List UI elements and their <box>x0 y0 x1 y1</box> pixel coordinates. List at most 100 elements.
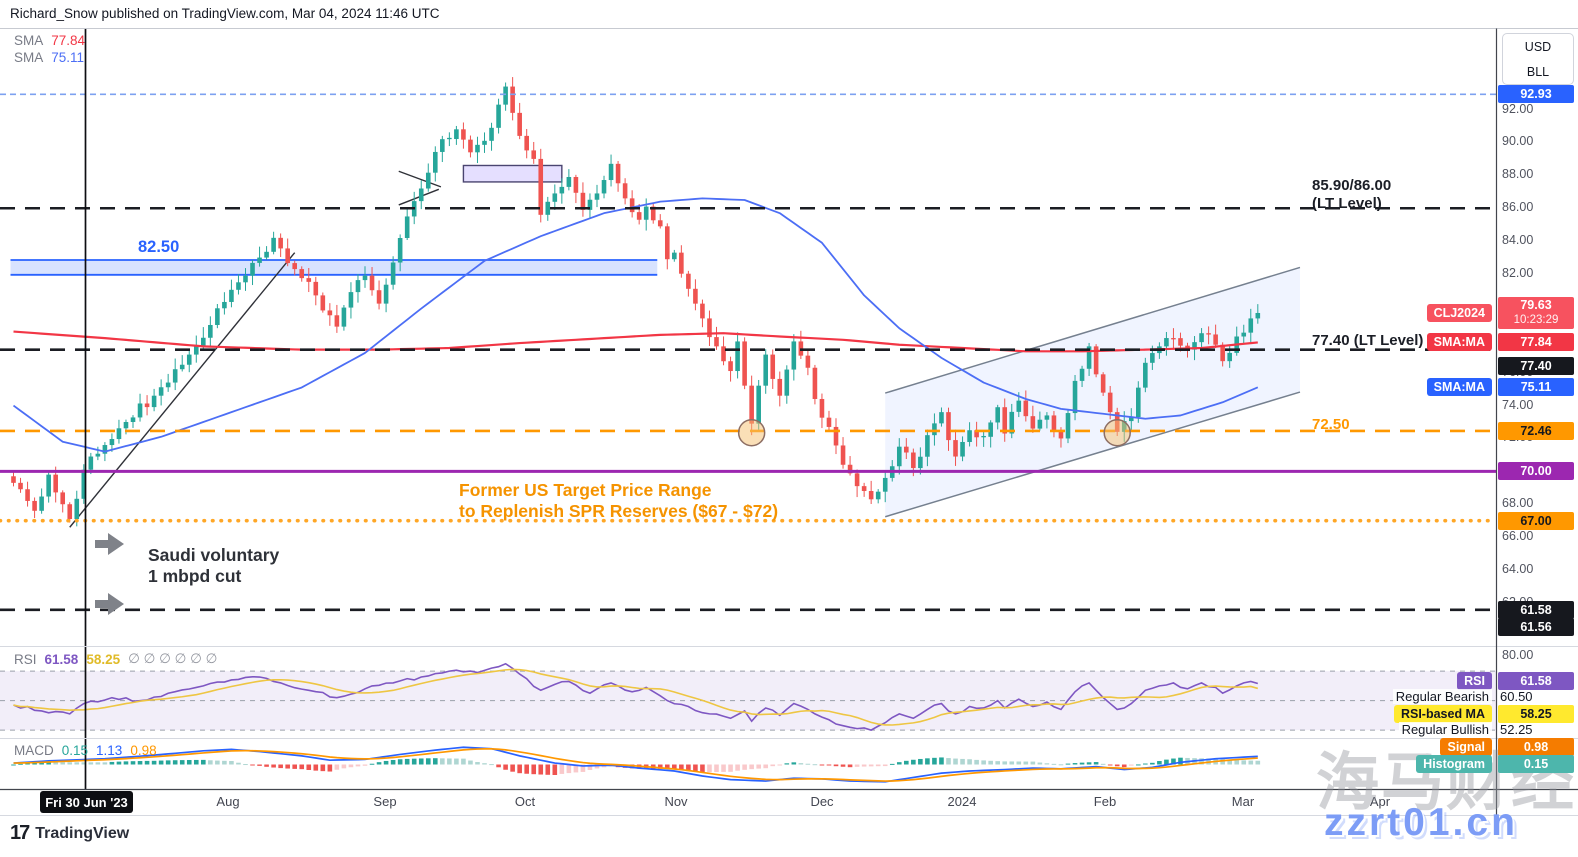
unit-toggle[interactable]: BLL <box>1526 64 1550 79</box>
annotation-spr-line1: Former US Target Price Range <box>459 480 712 500</box>
price-tick-88[interactable]: 88.00 <box>1502 167 1534 182</box>
macd-legend-title: MACD <box>14 743 54 758</box>
price-tick-66[interactable]: 66.00 <box>1502 529 1534 544</box>
sma-slow-label: 75.11 <box>1498 378 1574 397</box>
macd-signal-value: 0.98 <box>130 743 157 758</box>
macd-line-value: 1.13 <box>96 743 123 758</box>
event-circle <box>1103 418 1131 447</box>
annotation-saudi-line1: Saudi voluntary <box>148 545 280 565</box>
annotation-saudi-line2: 1 mbpd cut <box>148 566 242 587</box>
time-label-mar[interactable]: Mar <box>1231 794 1255 809</box>
trendline <box>69 252 296 528</box>
watermark-url: zzrt01.cn <box>1324 801 1518 844</box>
tag-rsi: RSI <box>1457 672 1492 690</box>
value-rsi-based-ma: 58.25 <box>1498 705 1574 723</box>
sma-legend: SMA 77.84 SMA 75.11 <box>14 33 85 65</box>
level-6700-label: 67.00 <box>1498 511 1574 530</box>
sma-fast-label: 77.84 <box>1498 333 1574 352</box>
rsi-pane[interactable] <box>0 662 1496 731</box>
label-regular-bearish: Regular Bearish <box>1392 689 1492 704</box>
annotation-saudi-cut[interactable]: Saudi voluntary 1 mbpd cut <box>148 545 279 588</box>
price-pane[interactable] <box>10 77 1301 528</box>
supply-box <box>462 164 563 183</box>
macd-legend[interactable]: MACD 0.15 1.13 0.98 <box>14 743 157 758</box>
pennant-line <box>398 170 442 188</box>
rsi-legend[interactable]: RSI 61.58 58.25 ∅ ∅ ∅ ∅ ∅ ∅ <box>14 651 217 667</box>
tradingview-logo-text: TradingView <box>35 824 130 842</box>
annotation-lt-level-86-line2: (LT Level) <box>1312 195 1382 213</box>
rsi-ma-legend-value: 58.25 <box>86 651 121 667</box>
price-tick-68[interactable]: 68.00 <box>1502 496 1534 511</box>
time-label-sep[interactable]: Sep <box>373 794 397 809</box>
annotation-lt-level-7740[interactable]: 77.40 (LT Level) <box>1312 332 1424 349</box>
level-6158-label: 61.58 <box>1498 600 1574 619</box>
last-price-label: 79.63 10:23:29 <box>1498 296 1574 329</box>
tradingview-logo-icon: 17 <box>10 822 30 844</box>
level-7246-label: 72.46 <box>1498 421 1574 440</box>
sma-slow-label-tag: SMA:MA <box>1426 378 1492 397</box>
level-6156-label: 61.56 <box>1498 618 1574 637</box>
time-label-oct[interactable]: Oct <box>514 794 536 809</box>
tag-signal: Signal <box>1440 738 1492 756</box>
last-price-label-tag: CLJ2024 <box>1426 303 1492 322</box>
time-label-2024[interactable]: 2024 <box>947 794 977 809</box>
price-tick-90[interactable]: 90.00 <box>1502 134 1534 149</box>
annotation-spr-range[interactable]: Former US Target Price Range to Replenis… <box>459 480 778 523</box>
value-regular-bullish: 52.25 <box>1500 722 1533 737</box>
supply-zone-8250 <box>10 260 658 275</box>
event-circle <box>737 418 766 447</box>
publish-attribution: Richard_Snow published on TradingView.co… <box>10 6 440 21</box>
price-scale-unit-toggle[interactable]: USD BLL <box>1502 33 1574 85</box>
time-label-aug[interactable]: Aug <box>216 794 240 809</box>
sma-slow-name: SMA <box>14 50 44 65</box>
price-tick-86[interactable]: 86.00 <box>1502 200 1534 215</box>
price-tick-92[interactable]: 92.00 <box>1502 101 1534 116</box>
annotation-lt-level-86[interactable]: 85.90/86.00 (LT Level) <box>1312 177 1391 214</box>
rsi-null-flags: ∅ ∅ ∅ ∅ ∅ ∅ <box>128 651 218 666</box>
arrow-right-icon <box>95 533 124 555</box>
macd-signal-line <box>13 747 1258 782</box>
pennant-line <box>398 188 440 206</box>
annotation-spr-line2: to Replenish SPR Reserves ($67 - $72) <box>459 501 779 522</box>
sma-slow-value: 75.11 <box>51 50 85 65</box>
time-label-feb[interactable]: Feb <box>1093 794 1117 809</box>
sma-fast-line <box>13 330 1258 353</box>
sma-fast-label-tag: SMA:MA <box>1426 333 1492 352</box>
rsi-ma-line <box>13 668 1259 726</box>
macd-pane[interactable] <box>11 746 1261 783</box>
sma-slow-line <box>12 197 1259 453</box>
annotation-8250[interactable]: 82.50 <box>138 238 180 256</box>
rsi-tick-80[interactable]: 80.00 <box>1502 648 1534 663</box>
crosshair-date-label: Fri 30 Jun '23 <box>40 791 133 813</box>
price-tick-84[interactable]: 84.00 <box>1502 233 1534 248</box>
ascending-channel <box>885 267 1300 517</box>
level-7740-label: 77.40 <box>1498 356 1574 375</box>
label-regular-bullish: Regular Bullish <box>1398 722 1492 737</box>
sma-fast-name: SMA <box>14 33 44 48</box>
tag-histogram: Histogram <box>1416 755 1492 773</box>
value-signal: 0.98 <box>1498 738 1574 756</box>
sma-legend-row-fast[interactable]: SMA 77.84 <box>14 33 85 48</box>
sma-fast-value: 77.84 <box>51 33 86 48</box>
time-label-nov[interactable]: Nov <box>664 794 688 809</box>
value-histogram: 0.15 <box>1498 755 1574 773</box>
annotation-7250[interactable]: 72.50 <box>1312 416 1350 433</box>
value-rsi: 61.58 <box>1498 672 1574 690</box>
tradingview-brand[interactable]: 17 TradingView <box>10 822 129 845</box>
price-tick-82[interactable]: 82.00 <box>1502 266 1534 280</box>
sma-legend-row-slow[interactable]: SMA 75.11 <box>14 50 85 65</box>
currency-toggle[interactable]: USD <box>1524 39 1552 54</box>
rsi-legend-title: RSI <box>14 651 37 667</box>
price-tick-74[interactable]: 74.00 <box>1502 397 1534 412</box>
annotation-lt-level-86-line1: 85.90/86.00 <box>1312 177 1392 194</box>
macd-hist-value: 0.15 <box>61 743 89 758</box>
time-label-dec[interactable]: Dec <box>810 794 834 809</box>
level-9293-label: 92.93 <box>1498 85 1574 104</box>
arrow-right-icon <box>95 593 124 615</box>
tag-rsi-based-ma: RSI-based MA <box>1393 705 1492 723</box>
rsi-legend-value: 61.58 <box>44 651 79 667</box>
price-tick-64[interactable]: 64.00 <box>1502 562 1534 576</box>
time-label-apr[interactable]: Apr <box>1369 794 1391 809</box>
